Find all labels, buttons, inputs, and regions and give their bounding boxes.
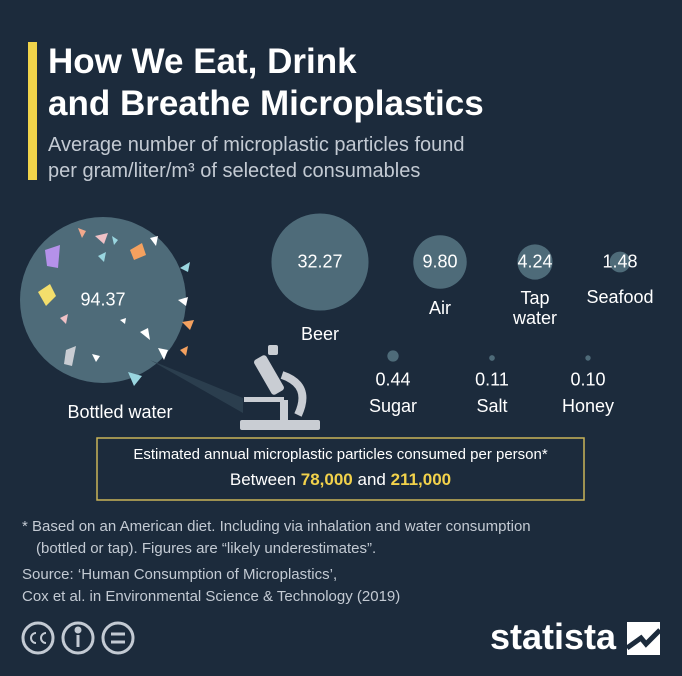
bubble: [585, 355, 591, 361]
category-label: Bottled water: [67, 402, 173, 422]
subtitle-line: per gram/liter/m³ of selected consumable…: [48, 160, 421, 182]
microscope-icon: [240, 345, 320, 430]
category-label: Sugar: [368, 396, 418, 416]
value-label: 4.24: [517, 251, 553, 272]
footnote: (bottled or tap). Figures are “likely un…: [36, 540, 377, 557]
category-label: Beer: [300, 324, 340, 344]
category-label: Seafood: [586, 287, 654, 307]
accent-bar: [28, 42, 37, 180]
category-label: Tap water: [512, 288, 557, 328]
callout-text: Estimated annual microplastic particles …: [133, 446, 548, 463]
subtitle-line: Average number of microplastic particles…: [48, 134, 465, 156]
category-label: Salt: [476, 396, 508, 416]
category-label: Air: [429, 298, 451, 318]
brand: statista: [490, 616, 617, 657]
value-label: 32.27: [297, 251, 343, 272]
callout-range: Between 78,000 and 211,000: [97, 470, 584, 490]
bubble: [517, 244, 553, 280]
zoom-beam: [150, 360, 243, 413]
value-label: 0.44: [375, 369, 411, 390]
confetti: [38, 228, 194, 386]
bubble: [20, 217, 186, 383]
title-line: and Breathe Microplastics: [48, 84, 484, 123]
value-label: 0.11: [475, 369, 509, 390]
value-label: 0.10: [570, 369, 606, 390]
bubble: [387, 350, 399, 362]
value-label: 1.48: [602, 251, 638, 272]
license-icons: [21, 621, 135, 655]
brand-mark: [625, 622, 662, 655]
source: Source: ‘Human Consumption of Microplast…: [22, 566, 338, 583]
callout-box: [96, 437, 585, 501]
source: Cox et al. in Environmental Science & Te…: [22, 588, 401, 605]
callout-joiner: and: [357, 470, 386, 489]
bubble: [413, 235, 467, 289]
callout-prefix: Between: [229, 470, 297, 489]
callout-low: 78,000: [300, 470, 353, 489]
value-label: 94.37: [80, 289, 126, 310]
bubble: [271, 213, 369, 311]
title-line: How We Eat, Drink: [48, 42, 357, 81]
callout-high: 211,000: [390, 470, 452, 489]
value-label: 9.80: [422, 251, 458, 272]
bubble: [609, 251, 631, 273]
bubble: [489, 355, 495, 361]
footnote: * Based on an American diet. Including v…: [22, 518, 531, 535]
category-label: Honey: [561, 396, 615, 416]
